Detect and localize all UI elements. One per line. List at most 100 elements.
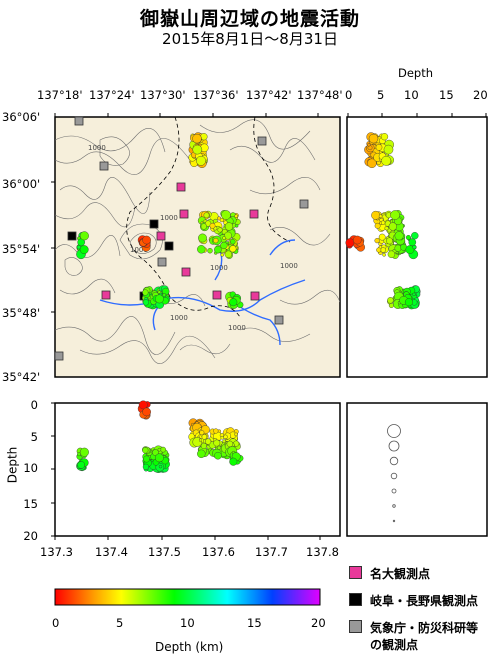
depth-lon-hypocenter [226,440,234,448]
jma-station [257,136,267,146]
depth-tick: 0 [345,88,353,102]
mag-circle-3 [388,440,400,452]
map-hypocenter [142,289,149,296]
jma-station [99,161,109,171]
lon-xtick: 137.3 [40,545,73,559]
map-hypocenter [230,238,236,245]
mag-circle-neg2 [392,519,396,523]
jma-station-label-2: の観測点 [370,638,419,652]
depth-lat-hypocenter [388,222,397,231]
depth-lat-hypocenter [368,133,379,144]
nagoya-station [179,209,189,219]
depth-lon-hypocenter [213,428,219,434]
lat-tick: 35°54' [2,242,41,256]
depth-lon-ticks [51,402,321,540]
colorbar-tick: 20 [311,616,326,630]
depth-lat-hypocenter [378,214,383,218]
gifu-nagano-station-swatch [349,593,362,606]
depth-lon-hypocenter [234,432,238,437]
depth-lon-hypocenter [201,434,208,440]
depth-lat-hypocenter [375,144,383,151]
jma-station [54,351,64,361]
depth-lon-hypocenter [229,457,238,466]
contour-label-group: 1000 1000 1000 1000 1000 1000 1000 [88,144,298,332]
gifu-nagano-station-label: 岐阜・長野県観測点 [370,594,479,608]
map-hypocenter [196,155,206,166]
lon-tick: 137°48' [297,88,343,102]
depth-ytick: 0 [30,398,38,412]
depth-lon-hypocenter [154,453,164,463]
map-hypocenter [142,235,151,245]
map-hypocenter [200,223,208,230]
map-hypocenter [220,241,228,250]
lat-tick: 36°06' [2,110,41,124]
map-hypocenter [142,299,150,306]
depth-lat-hypocenter [405,234,411,240]
depth-lat-hypocenter [352,235,362,245]
depth-lat-hypocenter [387,250,396,259]
lon-xtick: 137.6 [202,545,235,559]
depth-tick: 15 [439,88,454,102]
depth-lon-hypocenter [214,451,222,460]
depth-lon-hypocenter [199,430,205,436]
depth-lat-hypocenter [411,231,419,240]
mag-circle-1 [390,472,398,480]
map-hypocenter [229,245,237,253]
depth-lon-hypocenter [213,439,221,447]
lat-tick: 36°00' [2,177,41,191]
depth-colorbar [54,588,321,606]
depth-lat-hypocenter [380,220,386,225]
contour-label: 1000 [160,214,178,222]
colorbar-tick: 5 [116,616,124,630]
mag-circle-0 [391,488,397,494]
map-hypocenter [203,212,210,219]
lon-xtick: 137.5 [148,545,181,559]
jma-station-label: 気象庁・防災科研等 [370,621,479,635]
depth-lon-hypocenter [200,442,208,450]
depth-lon-hypocenter [205,438,212,445]
depth-lat-hypocenter [378,233,386,241]
lon-tick: 137°36' [193,88,239,102]
depth-ytick: 5 [30,430,38,444]
map-hypocenter [224,231,232,240]
depth-lat-hypocenter [345,238,355,248]
map-hypocenter [76,245,81,250]
depth-lat-hypocenter [380,133,389,141]
contour-label: 1000 [228,324,246,332]
depth-lat-hypocenter [382,252,386,257]
depth-lat-hypocenter [408,238,417,247]
depth-lon-hypocenter [157,447,162,452]
map-hypocenter [224,222,234,231]
map-hypocenter [221,210,231,220]
contour-label: 1000 [210,264,228,272]
map-hypocenter [214,245,222,254]
map-hypocenter [198,233,207,243]
gifu-nagano-station [164,241,174,251]
map-hypocenter [234,214,238,218]
depth-lat-hypocenter [381,155,392,166]
map-hypocenter [219,218,224,223]
page-title: 御嶽山周辺域の地震活動 [139,8,360,30]
contour-label: 1000 [88,144,106,152]
nagoya-station-swatch [349,566,362,579]
depth-lat-hypocenter [405,245,415,255]
map-hypocenter [213,238,219,244]
colorbar-tick: 10 [180,616,195,630]
lon-xtick: 137.8 [306,545,339,559]
magnitude-legend-box [346,402,488,537]
nagoya-station [212,290,222,300]
jma-station [299,199,309,209]
lon-tick: 137°18' [37,88,83,102]
depth-lon-hypocenter [143,455,150,463]
depth-lon-hypocenter [142,447,149,454]
map-hypocenter [224,250,233,259]
mag-circle-2 [389,456,399,466]
earthquake-markers [76,132,421,473]
depth-lon-hypocenter [222,439,226,444]
magnitude-legend-circles [387,424,401,523]
contour-label: 1000 [280,262,298,270]
map-hypocenter [197,245,206,254]
depth-lat-hypocenter [374,238,380,244]
depth-lon-hypocenter [138,400,148,410]
